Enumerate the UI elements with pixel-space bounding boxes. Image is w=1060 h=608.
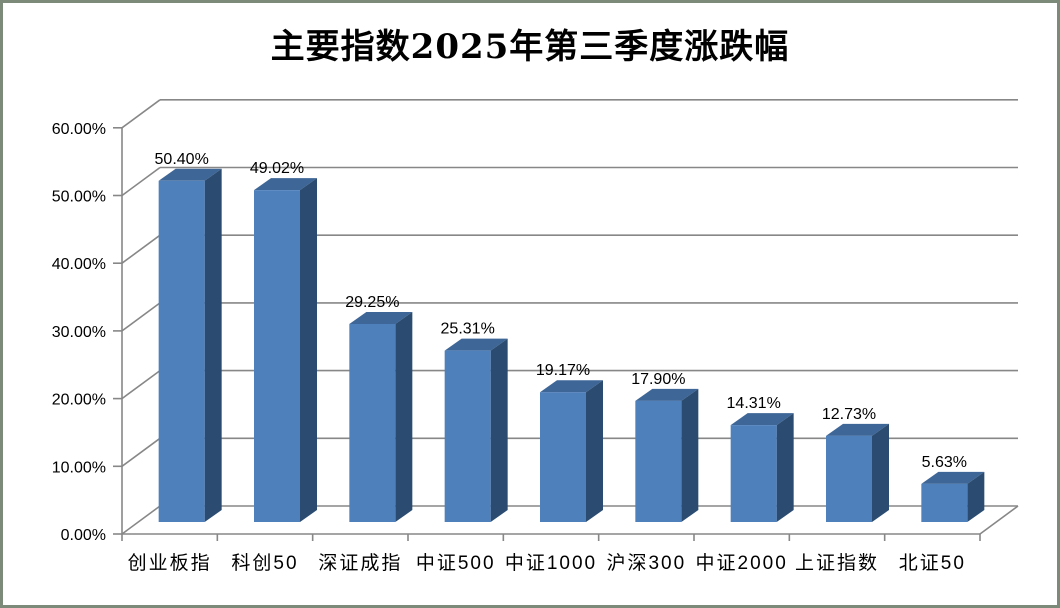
bar-side-face <box>395 311 413 522</box>
bar-data-label: 14.31% <box>727 395 781 412</box>
x-axis-category-label: 中证500 <box>416 552 496 574</box>
y-axis-tick-label: 60.00% <box>52 121 106 138</box>
bar-side-face <box>967 471 985 522</box>
bar-top-face <box>730 413 794 426</box>
bar-top-face <box>635 388 699 401</box>
sidewall-diagonal <box>121 369 161 400</box>
x-axis-category-label: 北证50 <box>899 552 966 574</box>
bar <box>349 323 396 522</box>
bar-data-label: 49.02% <box>250 160 304 177</box>
sidewall-diagonal <box>121 234 161 264</box>
bar <box>635 400 682 522</box>
x-axis-category-label: 上证指数 <box>795 552 879 574</box>
bar-side-face <box>204 168 222 523</box>
bar-side-face <box>681 388 699 522</box>
y-axis-tick-label: 10.00% <box>52 459 106 476</box>
bar-side-face <box>300 178 317 523</box>
bar-top-face <box>921 471 985 484</box>
bar-top-face <box>540 380 603 393</box>
y-axis-tick-label: 40.00% <box>52 256 106 273</box>
sidewall-diagonal <box>121 437 161 467</box>
bar-data-label: 25.31% <box>441 321 495 338</box>
bar-top-face <box>254 178 317 191</box>
bar <box>730 425 777 522</box>
y-axis-tick-label: 30.00% <box>52 324 106 341</box>
bar <box>540 392 586 522</box>
bar <box>254 190 300 523</box>
bar-top-face <box>826 423 889 436</box>
bar <box>158 180 205 523</box>
bar-top-face <box>158 168 222 181</box>
bar-data-label: 19.17% <box>536 362 590 379</box>
x-axis-category-label: 创业板指 <box>128 552 212 574</box>
y-axis-tick-label: 0.00% <box>61 527 106 544</box>
bar-side-face <box>586 380 603 522</box>
bar-data-label: 12.73% <box>822 406 876 423</box>
bar-side-face <box>776 413 794 522</box>
bar <box>826 435 872 522</box>
sidewall-diagonal <box>121 166 161 197</box>
y-axis-tick-label: 50.00% <box>52 189 106 206</box>
bar-data-label: 29.25% <box>345 294 399 311</box>
sidewall-diagonal <box>121 99 161 129</box>
bar-data-label: 50.40% <box>155 151 209 168</box>
chart-title: 主要指数2025年第三季度涨跌幅 <box>270 27 790 67</box>
y-axis-tick-label: 20.00% <box>52 392 106 409</box>
bar-top-face <box>349 311 413 324</box>
x-axis-category-label: 中证1000 <box>505 552 597 574</box>
x-axis-category-label: 科创50 <box>231 552 298 574</box>
bar-side-face <box>490 338 508 522</box>
floor-right-diagonal <box>979 505 1019 535</box>
bar-chart-canvas: 0.00% 10.00% 20.00% 30.00% 40.00% 50.00% 60.00… <box>52 99 1019 574</box>
bar <box>921 483 968 522</box>
bar <box>444 350 491 522</box>
x-axis-category-label: 深证成指 <box>318 552 402 574</box>
x-axis-category-label: 中证2000 <box>696 552 788 574</box>
bar-data-label: 17.90% <box>631 371 685 388</box>
sidewall-diagonal <box>121 505 161 535</box>
bar-top-face <box>444 338 508 351</box>
bar-data-label: 5.63% <box>922 454 967 471</box>
sidewall-diagonal <box>121 302 161 332</box>
x-axis-category-label: 沪深300 <box>606 552 686 574</box>
bar-side-face <box>872 423 889 522</box>
